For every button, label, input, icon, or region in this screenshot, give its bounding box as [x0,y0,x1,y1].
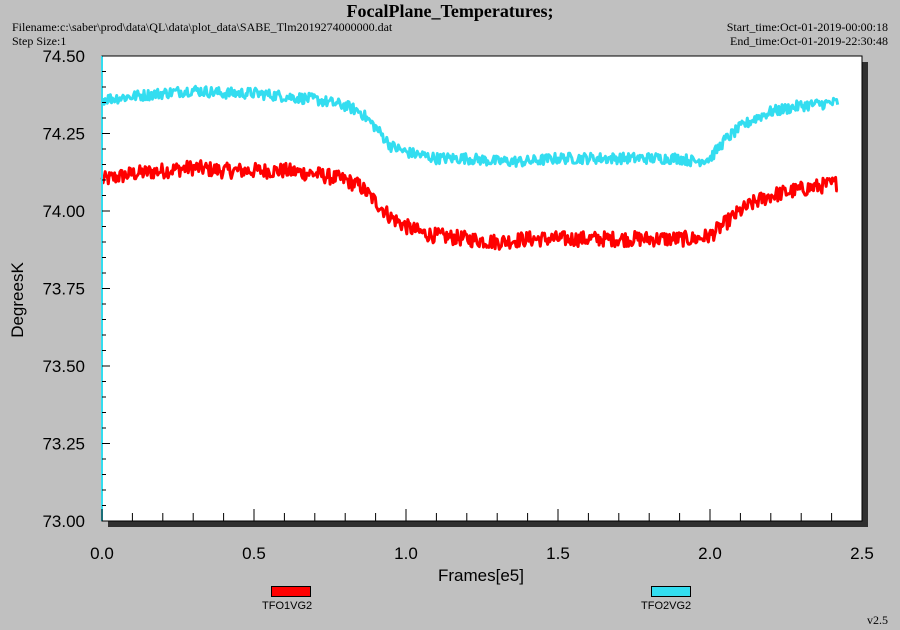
legend-label-tfo1vg2: TFO1VG2 [262,600,313,612]
step-size-text: Step Size:1 [12,34,67,48]
y-tick-label: 73.50 [42,357,85,376]
y-tick-label: 73.75 [42,280,85,299]
version-label: v2.5 [867,613,888,627]
y-tick-label: 74.50 [42,47,85,66]
x-axis-label: Frames[e5] [438,566,524,585]
x-tick-label: 2.0 [698,544,722,563]
legend-label-tfo2vg2: TFO2VG2 [641,600,692,612]
series-line-tfo2vg2 [101,84,840,168]
x-tick-label: 2.5 [850,544,874,563]
filename-text: Filename:c:\saber\prod\data\QL\data\plot… [12,20,393,34]
legend-swatch-tfo1vg2 [271,586,311,597]
y-tick-label: 74.00 [42,202,85,221]
x-tick-label: 1.5 [546,544,570,563]
end-time-text: End_time:Oct-01-2019-22:30:48 [730,34,888,48]
series-line-tfo1vg2 [100,159,839,251]
y-tick-label: 73.00 [42,512,85,531]
x-tick-label: 0.5 [242,544,266,563]
y-tick-label: 73.25 [42,435,85,454]
legend-swatch-tfo2vg2 [651,586,691,597]
start-time-text: Start_time:Oct-01-2019-00:00:18 [726,20,888,34]
y-axis-label: DegreesK [8,262,27,338]
page-title: FocalPlane_Temperatures; [346,1,554,21]
x-tick-label: 0.0 [90,544,114,563]
x-tick-label: 1.0 [394,544,418,563]
y-tick-label: 74.25 [42,125,85,144]
